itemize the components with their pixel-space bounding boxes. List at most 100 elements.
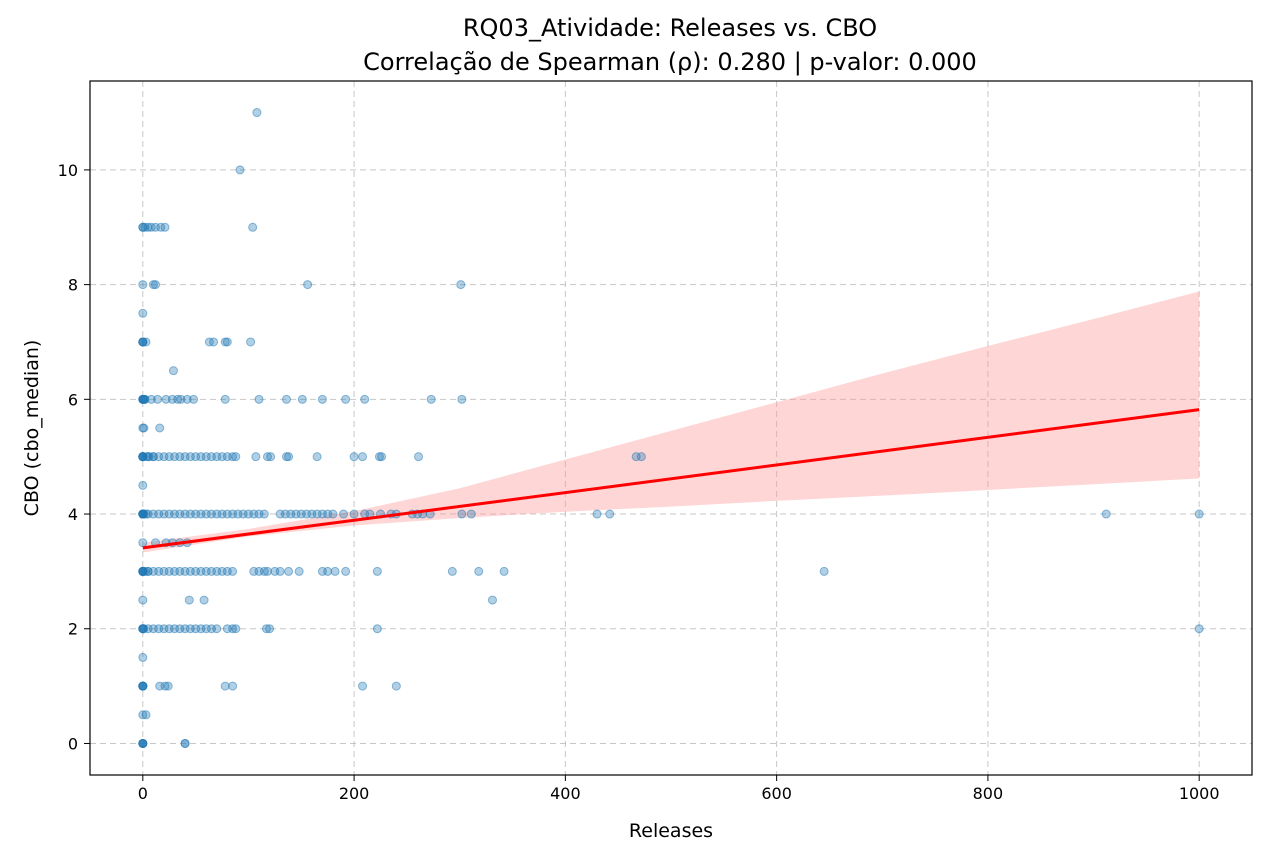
data-point [168,366,178,376]
regression-line-layer [142,408,1200,550]
x-tick-label: 0 [138,784,148,803]
data-point [138,222,148,232]
data-point [358,681,368,691]
data-point [209,337,219,347]
data-point [374,452,384,462]
data-point [592,509,602,519]
data-point [138,280,148,290]
data-point [323,566,333,576]
data-point [275,566,285,576]
data-point [474,566,484,576]
data-point [246,337,256,347]
x-tick-label: 600 [761,784,792,803]
data-point [636,452,646,462]
data-point [160,222,170,232]
data-point [231,452,241,462]
data-point [328,509,338,519]
data-point [138,308,148,318]
data-point [141,710,151,720]
data-point [228,452,238,462]
y-axis-label: CBO (cbo_median) [21,340,43,517]
data-point [139,423,149,433]
x-tick-label: 1000 [1179,784,1220,803]
data-point [228,566,238,576]
data-point [377,452,387,462]
data-point [294,566,304,576]
data-point [391,681,401,691]
data-point [220,681,230,691]
data-point [281,452,291,462]
data-point [153,394,163,404]
y-axis-ticks: 0 2 4 6 8 10 [58,161,90,753]
y-tick-label: 10 [58,161,78,180]
data-point [284,566,294,576]
data-point [248,222,258,232]
data-point [312,452,322,462]
data-point [341,566,351,576]
data-point [317,394,327,404]
data-point [189,394,199,404]
data-point [1194,509,1204,519]
data-point [146,394,156,404]
data-point [259,566,269,576]
data-point [349,452,359,462]
data-point [259,509,269,519]
data-point [262,452,272,462]
data-point [199,595,209,605]
y-tick-label: 2 [68,620,78,639]
plot-frame [89,80,1253,776]
data-point [140,222,150,232]
data-point [1101,509,1111,519]
data-point [261,624,271,634]
data-point [138,710,148,720]
data-point [414,452,424,462]
data-point [212,624,222,634]
data-point [138,595,148,605]
y-tick-label: 6 [68,390,78,409]
data-point [605,509,615,519]
data-point [303,280,313,290]
data-point [262,566,272,576]
data-point [426,394,436,404]
data-point [251,452,261,462]
data-point [138,738,148,748]
data-point [341,394,351,404]
x-tick-label: 400 [550,784,581,803]
data-point [499,566,509,576]
data-point [466,509,476,519]
data-point [487,595,497,605]
data-point [138,652,148,662]
data-point [266,452,276,462]
data-points [138,108,1204,748]
x-tick-label: 200 [339,784,370,803]
data-point [254,394,264,404]
data-point [457,394,467,404]
data-point [138,337,148,347]
data-point [148,280,158,290]
chart-title-line1: RQ03_Atividade: Releases vs. CBO [463,14,877,42]
data-point [819,566,829,576]
data-point [138,681,148,691]
data-point [281,394,291,404]
data-point [456,280,466,290]
data-point [140,394,150,404]
confidence-band [142,291,1200,553]
data-point [160,681,170,691]
data-point [457,509,467,519]
data-point [220,337,230,347]
data-point [358,452,368,462]
data-point [265,624,275,634]
data-point [228,681,238,691]
data-point [173,394,183,404]
data-point [161,394,171,404]
data-point [222,337,232,347]
x-tick-label: 800 [973,784,1004,803]
regression-line [142,408,1200,550]
data-point [163,681,173,691]
data-point [141,509,151,519]
data-point [372,566,382,576]
data-point [330,566,340,576]
data-point [138,538,148,548]
data-point [447,566,457,576]
